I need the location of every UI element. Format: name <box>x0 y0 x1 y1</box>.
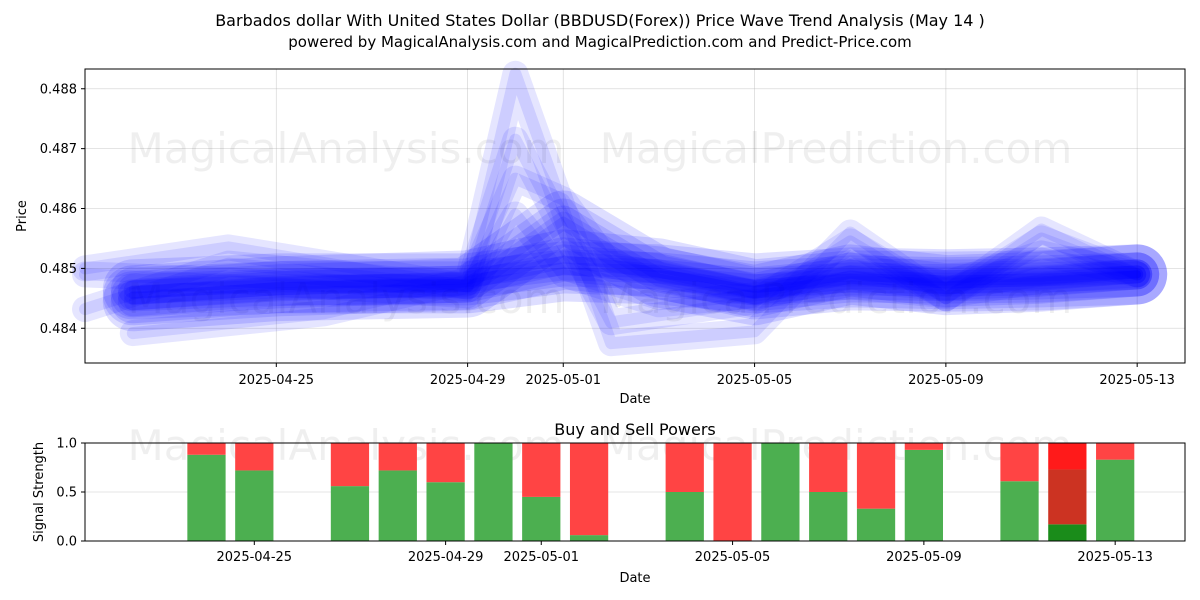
main-chart-subtitle: powered by MagicalAnalysis.com and Magic… <box>288 33 912 51</box>
price-plot-frame <box>84 68 1186 364</box>
signal-x-tick-label: 2025-05-05 <box>695 550 771 565</box>
buy-bar <box>522 496 561 541</box>
price-wave-line <box>123 250 1147 305</box>
price-wave-line <box>102 241 1168 320</box>
price-wave-line <box>102 229 1168 326</box>
price-wave-line <box>79 208 1144 311</box>
watermark-prediction-lower: MagicalPrediction.com <box>600 274 1073 323</box>
buy-bar <box>761 443 800 541</box>
price-y-tick-label: 0.486 <box>40 202 77 217</box>
sell-bar <box>1096 443 1135 460</box>
signal-x-axis-label: Date <box>619 571 650 586</box>
buy-bar <box>426 482 465 541</box>
price-wave-line <box>117 244 1153 311</box>
price-wave-line <box>72 126 1151 336</box>
sell-bar <box>522 443 561 497</box>
price-wave-line <box>123 262 1147 299</box>
signal-x-tick-label: 2025-05-09 <box>886 550 962 565</box>
signal-y-tick-label: 1.0 <box>56 437 77 452</box>
sell-bar <box>330 443 370 487</box>
signal-y-tick-label: 0.0 <box>56 535 77 550</box>
price-x-axis-label: Date <box>619 392 650 407</box>
sell-bar <box>856 443 896 509</box>
buy-bar <box>378 470 417 541</box>
buy-bar <box>474 443 513 541</box>
mixed-bar <box>1048 469 1087 525</box>
sell-bar <box>426 443 465 483</box>
price-wave-line <box>102 190 1168 332</box>
signal-x-tick-label: 2025-05-01 <box>503 550 579 565</box>
price-wave-line <box>110 237 1160 318</box>
price-waves <box>72 60 1168 357</box>
price-wave-line <box>110 249 1160 312</box>
signal-x-tick-label: 2025-04-29 <box>408 550 484 565</box>
price-wave-line <box>128 267 1142 294</box>
signal-y-ticks: 0.0 0.5 1.0 <box>56 437 85 550</box>
signal-y-tick-label: 0.5 <box>56 486 77 501</box>
watermark-prediction: MagicalPrediction.com <box>600 124 1073 173</box>
sell-bar <box>378 443 417 471</box>
buy-bar <box>569 535 609 541</box>
buy-bar <box>330 486 370 541</box>
buy-bar <box>187 454 226 541</box>
price-x-tick-label: 2025-05-05 <box>717 373 793 388</box>
sell-bar <box>904 443 943 450</box>
signal-x-ticks: 2025-04-25 2025-04-29 2025-05-01 2025-05-05… <box>217 541 1153 565</box>
price-y-tick-label: 0.487 <box>40 142 77 157</box>
signal-x-tick-label: 2025-05-13 <box>1077 550 1153 565</box>
buy-bar <box>665 492 704 541</box>
buy-bar <box>1048 524 1087 541</box>
watermark-analysis: MagicalAnalysis.com <box>128 124 565 173</box>
sell-bar <box>809 443 848 492</box>
price-watermarks: MagicalAnalysis.com MagicalPrediction.co… <box>128 124 1073 323</box>
signal-y-axis-label: Signal Strength <box>32 442 47 542</box>
price-wave-line <box>117 205 1153 317</box>
price-wave-line <box>128 216 1142 306</box>
sell-bar <box>1048 443 1087 470</box>
price-x-tick-label: 2025-05-13 <box>1099 373 1175 388</box>
price-x-tick-label: 2025-04-25 <box>239 373 315 388</box>
price-y-axis-label: Price <box>15 200 30 232</box>
price-plot: MagicalAnalysis.com MagicalPrediction.co… <box>15 60 1186 407</box>
signal-plot: Buy and Sell Powers MagicalAnalysis.com … <box>32 420 1186 586</box>
main-chart-title: Barbados dollar With United States Dolla… <box>215 11 985 30</box>
buy-bar <box>1000 481 1039 541</box>
price-x-tick-label: 2025-05-09 <box>908 373 984 388</box>
price-wave-line <box>126 67 1144 350</box>
buy-bar <box>1096 459 1135 541</box>
signal-x-tick-label: 2025-04-25 <box>217 550 293 565</box>
buy-bar <box>809 492 848 541</box>
price-wave-line <box>117 256 1153 305</box>
price-wave-line <box>128 255 1142 300</box>
price-y-tick-label: 0.484 <box>40 322 77 337</box>
price-wave-line <box>123 211 1147 311</box>
sell-bar <box>1000 443 1039 482</box>
price-wave-line <box>72 201 1151 318</box>
price-wave-line <box>79 172 1144 316</box>
buy-bar <box>235 470 274 541</box>
price-wave-line <box>72 165 1151 323</box>
price-x-ticks: 2025-04-25 2025-04-29 2025-05-01 2025-05-05… <box>239 363 1175 388</box>
buy-bar <box>904 449 943 541</box>
sell-bar <box>187 443 226 455</box>
sell-bar <box>235 443 274 471</box>
sell-bar <box>713 443 752 541</box>
signal-chart-title: Buy and Sell Powers <box>554 420 716 439</box>
price-y-tick-label: 0.485 <box>40 262 77 277</box>
price-x-tick-label: 2025-04-29 <box>430 373 506 388</box>
sell-bar <box>665 443 704 492</box>
buy-bar <box>856 508 896 541</box>
price-grid <box>85 69 1185 363</box>
price-wave-line <box>119 60 1151 357</box>
sell-bar <box>569 443 609 536</box>
watermark-analysis-lower: MagicalAnalysis.com <box>128 274 565 323</box>
price-wave-line <box>79 133 1144 329</box>
price-y-tick-label: 0.488 <box>40 82 77 97</box>
price-x-tick-label: 2025-05-01 <box>525 373 601 388</box>
price-wave-line <box>110 198 1160 324</box>
price-y-ticks: 0.484 0.485 0.486 0.487 0.488 <box>40 82 85 337</box>
signal-bars <box>187 443 1135 541</box>
